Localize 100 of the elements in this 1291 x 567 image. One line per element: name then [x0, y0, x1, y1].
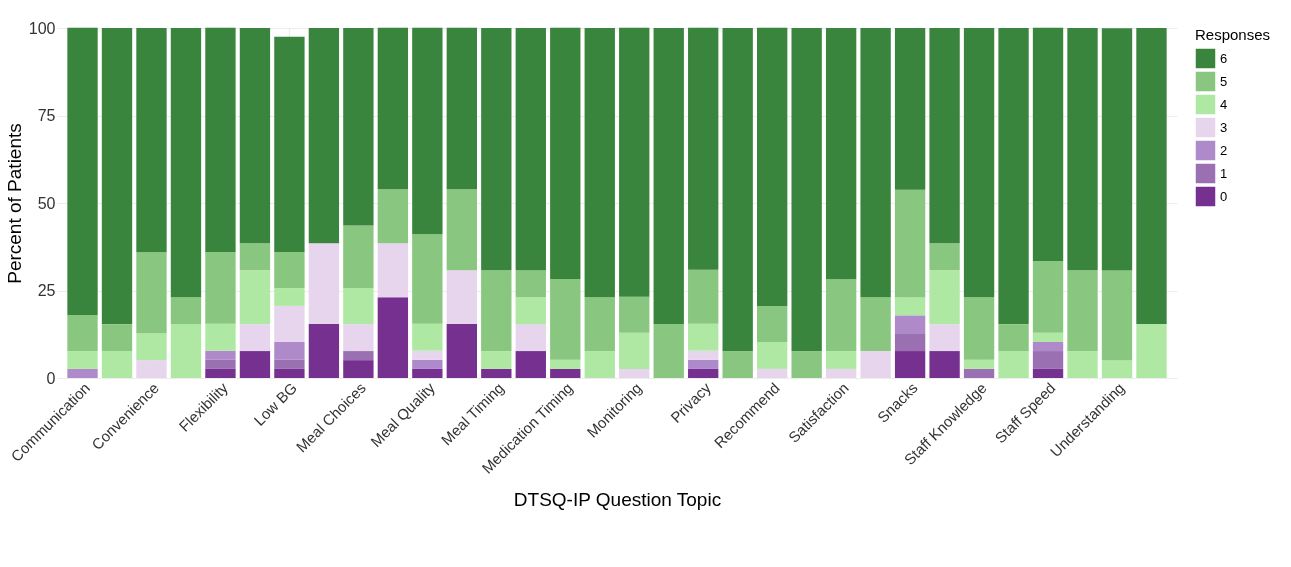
bar: [239, 270, 271, 325]
bar: [825, 279, 857, 352]
bar: [412, 368, 443, 378]
bar: [688, 269, 719, 324]
x-tick-label: Low BG: [250, 379, 301, 429]
bar: [757, 368, 788, 378]
legend-label: 4: [1220, 96, 1228, 112]
bar: [481, 351, 512, 369]
bar: [205, 359, 236, 369]
bar: [1067, 270, 1098, 352]
bar: [791, 28, 822, 352]
bar: [239, 351, 271, 378]
bar: [963, 297, 995, 360]
bar: [894, 28, 926, 190]
bar: [205, 252, 236, 324]
bar: [825, 351, 857, 369]
bar: [446, 27, 477, 190]
bar: [101, 28, 133, 325]
bar: [1032, 351, 1064, 369]
bar: [274, 252, 305, 289]
bar: [274, 36, 305, 252]
bar: [481, 368, 512, 378]
bar: [170, 324, 202, 378]
bar: [619, 332, 650, 369]
bar: [101, 351, 133, 378]
bar: [998, 28, 1029, 325]
bar: [343, 288, 374, 325]
bar: [412, 323, 443, 351]
bar: [481, 270, 512, 352]
bar: [412, 27, 443, 235]
bar: [205, 368, 236, 378]
bar: [929, 324, 960, 352]
bar: [1032, 368, 1064, 378]
bar: [757, 341, 788, 369]
bar: [101, 324, 133, 352]
bar: [377, 243, 409, 298]
bar: [1067, 28, 1098, 271]
bar: [239, 28, 271, 244]
bar: [239, 324, 271, 352]
bar: [998, 324, 1029, 352]
bar: [343, 28, 374, 226]
bar: [963, 359, 995, 369]
bar: [653, 28, 684, 325]
bar: [550, 368, 581, 378]
bar: [136, 252, 167, 334]
bar: [412, 350, 443, 360]
bar: [963, 368, 995, 378]
legend-label: 1: [1220, 165, 1228, 181]
bar: [377, 189, 409, 244]
bar: [619, 368, 650, 378]
bar: [929, 28, 960, 244]
bar: [963, 28, 995, 298]
bar: [274, 288, 305, 306]
bar: [860, 351, 891, 378]
bar: [274, 341, 305, 360]
bar: [67, 351, 98, 369]
legend-label: 0: [1220, 188, 1228, 204]
bar: [825, 368, 857, 378]
bar: [1136, 324, 1167, 378]
bar: [170, 28, 202, 298]
bar: [619, 296, 650, 333]
bar: [274, 305, 305, 342]
bar: [929, 270, 960, 325]
bar: [653, 324, 684, 378]
x-axis-title: DTSQ-IP Question Topic: [513, 488, 722, 510]
bar: [67, 27, 98, 315]
bar: [515, 324, 546, 352]
bar: [377, 27, 409, 190]
bar: [860, 297, 891, 352]
bar: [515, 28, 546, 271]
bar: [584, 28, 615, 298]
legend-label: 6: [1220, 50, 1228, 66]
bar: [343, 324, 374, 352]
bar: [515, 270, 546, 298]
bar: [894, 297, 926, 316]
bar: [446, 189, 477, 271]
bar: [481, 28, 512, 271]
bar: [722, 351, 753, 378]
bar: [791, 351, 822, 378]
bar: [894, 351, 926, 378]
bar: [894, 189, 926, 298]
legend-title: Responses: [1195, 26, 1271, 43]
bar: [1101, 270, 1133, 361]
bar: [1101, 28, 1133, 271]
bar: [757, 27, 788, 306]
bar: [1067, 351, 1098, 378]
bar: [205, 323, 236, 351]
bar: [1136, 28, 1167, 325]
bar: [1032, 261, 1064, 333]
bar: [308, 243, 340, 325]
y-tick-label: 0: [46, 369, 56, 387]
bar: [584, 351, 615, 378]
bar: [308, 28, 340, 244]
bar: [722, 28, 753, 352]
y-tick-label: 75: [37, 107, 56, 124]
bar: [515, 297, 546, 325]
bar: [343, 351, 374, 361]
bar: [239, 243, 271, 271]
bar: [998, 351, 1029, 378]
y-tick-label: 50: [37, 194, 56, 212]
